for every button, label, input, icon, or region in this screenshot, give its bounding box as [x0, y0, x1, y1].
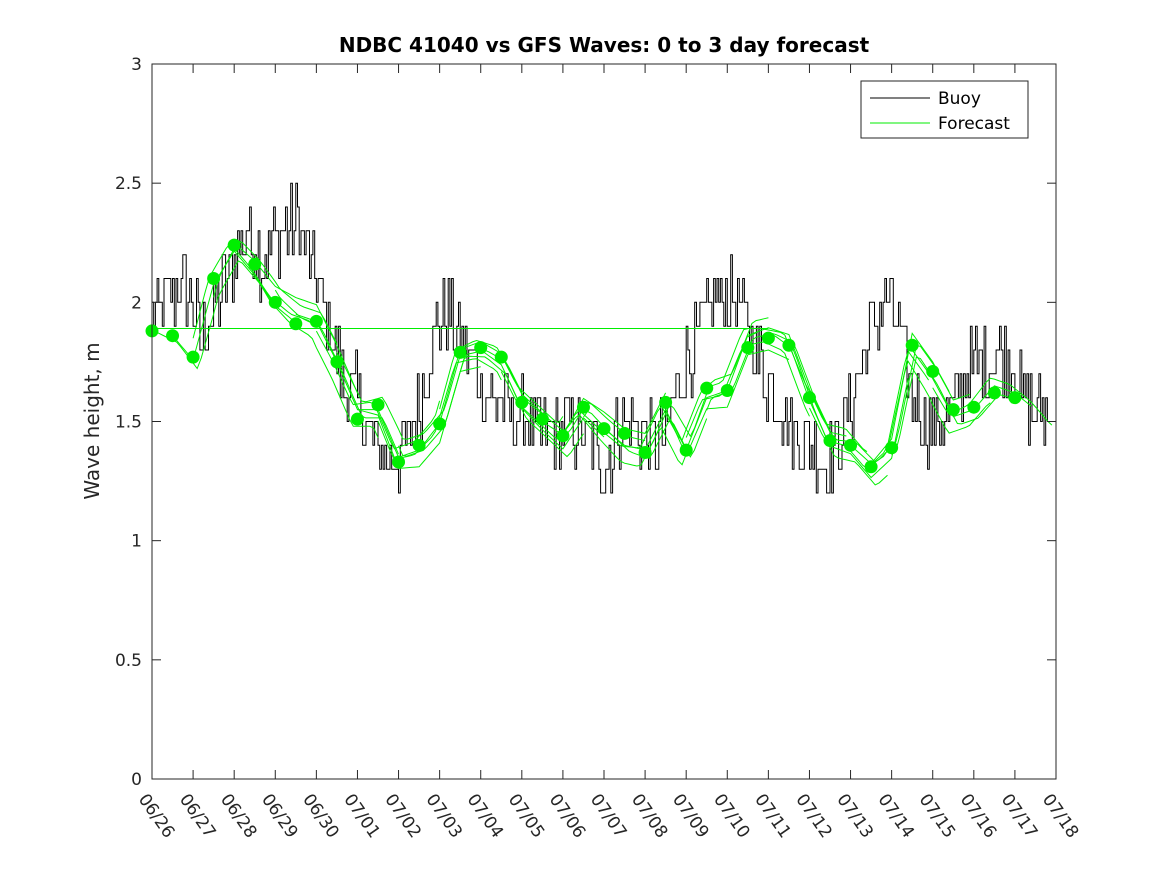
- forecast-line: [192, 242, 313, 339]
- forecast-line: [459, 355, 584, 458]
- legend-forecast-label: Forecast: [938, 114, 1010, 134]
- forecast-points: [145, 238, 1022, 474]
- forecast-point: [248, 257, 262, 271]
- forecast-point: [330, 355, 344, 369]
- forecast-point: [597, 422, 611, 436]
- forecast-point: [186, 350, 200, 364]
- forecast-line: [336, 351, 461, 440]
- y-axis-label: Wave height, m: [80, 342, 104, 499]
- buoy-line: [152, 182, 1050, 494]
- forecast-point: [207, 272, 221, 285]
- forecast-point: [782, 338, 796, 352]
- forecast-point: [535, 412, 549, 426]
- forecast-line: [747, 328, 868, 453]
- forecast-line: [726, 327, 847, 437]
- forecast-line: [870, 359, 991, 466]
- y-axis: 0 0.5 1 1.5 2 2.5 3: [115, 55, 1056, 790]
- legend-buoy-label: Buoy: [938, 89, 981, 109]
- forecast-point: [618, 426, 632, 440]
- forecast-point: [761, 331, 775, 345]
- legend: Buoy Forecast: [860, 80, 1029, 139]
- y-tick-label: 0.5: [115, 651, 142, 671]
- forecast-point: [967, 400, 981, 414]
- forecast-point: [802, 391, 816, 405]
- forecast-point: [905, 338, 919, 352]
- chart-title: NDBC 41040 vs GFS Waves: 0 to 3 day fore…: [339, 33, 870, 57]
- forecast-point: [926, 364, 940, 378]
- y-tick-label: 0: [131, 770, 142, 790]
- forecast-point: [720, 384, 734, 398]
- y-tick-label: 3: [131, 55, 142, 75]
- forecast-point: [987, 386, 1001, 400]
- y-tick-label: 2: [131, 293, 142, 313]
- forecast-point: [412, 438, 426, 452]
- forecast-point: [700, 381, 714, 395]
- y-tick-label: 2.5: [115, 174, 142, 194]
- forecast-line: [315, 330, 441, 450]
- forecast-point: [1008, 391, 1022, 405]
- forecast-line: [562, 414, 687, 467]
- forecast-point: [659, 395, 673, 409]
- forecast-point: [515, 395, 529, 409]
- forecast-point: [371, 398, 385, 412]
- forecast-point: [823, 434, 837, 448]
- forecast-point: [268, 295, 282, 309]
- forecast-point: [309, 314, 323, 328]
- forecast-point: [576, 400, 590, 414]
- forecast-point: [638, 445, 652, 459]
- forecast-point: [350, 412, 364, 426]
- forecast-point: [474, 341, 488, 355]
- y-tick-label: 1: [131, 532, 142, 552]
- forecast-point: [844, 438, 858, 452]
- forecast-point: [885, 441, 899, 455]
- buoy-series: [152, 182, 1050, 494]
- forecast-point: [227, 238, 241, 252]
- forecast-point: [741, 341, 755, 355]
- forecast-point: [946, 403, 960, 417]
- forecast-line: [480, 349, 605, 450]
- forecast-point: [556, 429, 570, 443]
- forecast-point: [392, 455, 406, 469]
- y-tick-label: 1.5: [115, 413, 142, 433]
- forecast-point: [166, 329, 180, 343]
- forecast-point: [679, 443, 693, 457]
- forecast-point: [433, 417, 447, 431]
- plot-area: [152, 64, 1056, 779]
- forecast-point: [494, 350, 508, 364]
- forecast-point: [289, 317, 303, 331]
- legend-box: [860, 80, 1029, 139]
- forecast-point: [864, 460, 878, 474]
- forecast-point: [453, 345, 467, 359]
